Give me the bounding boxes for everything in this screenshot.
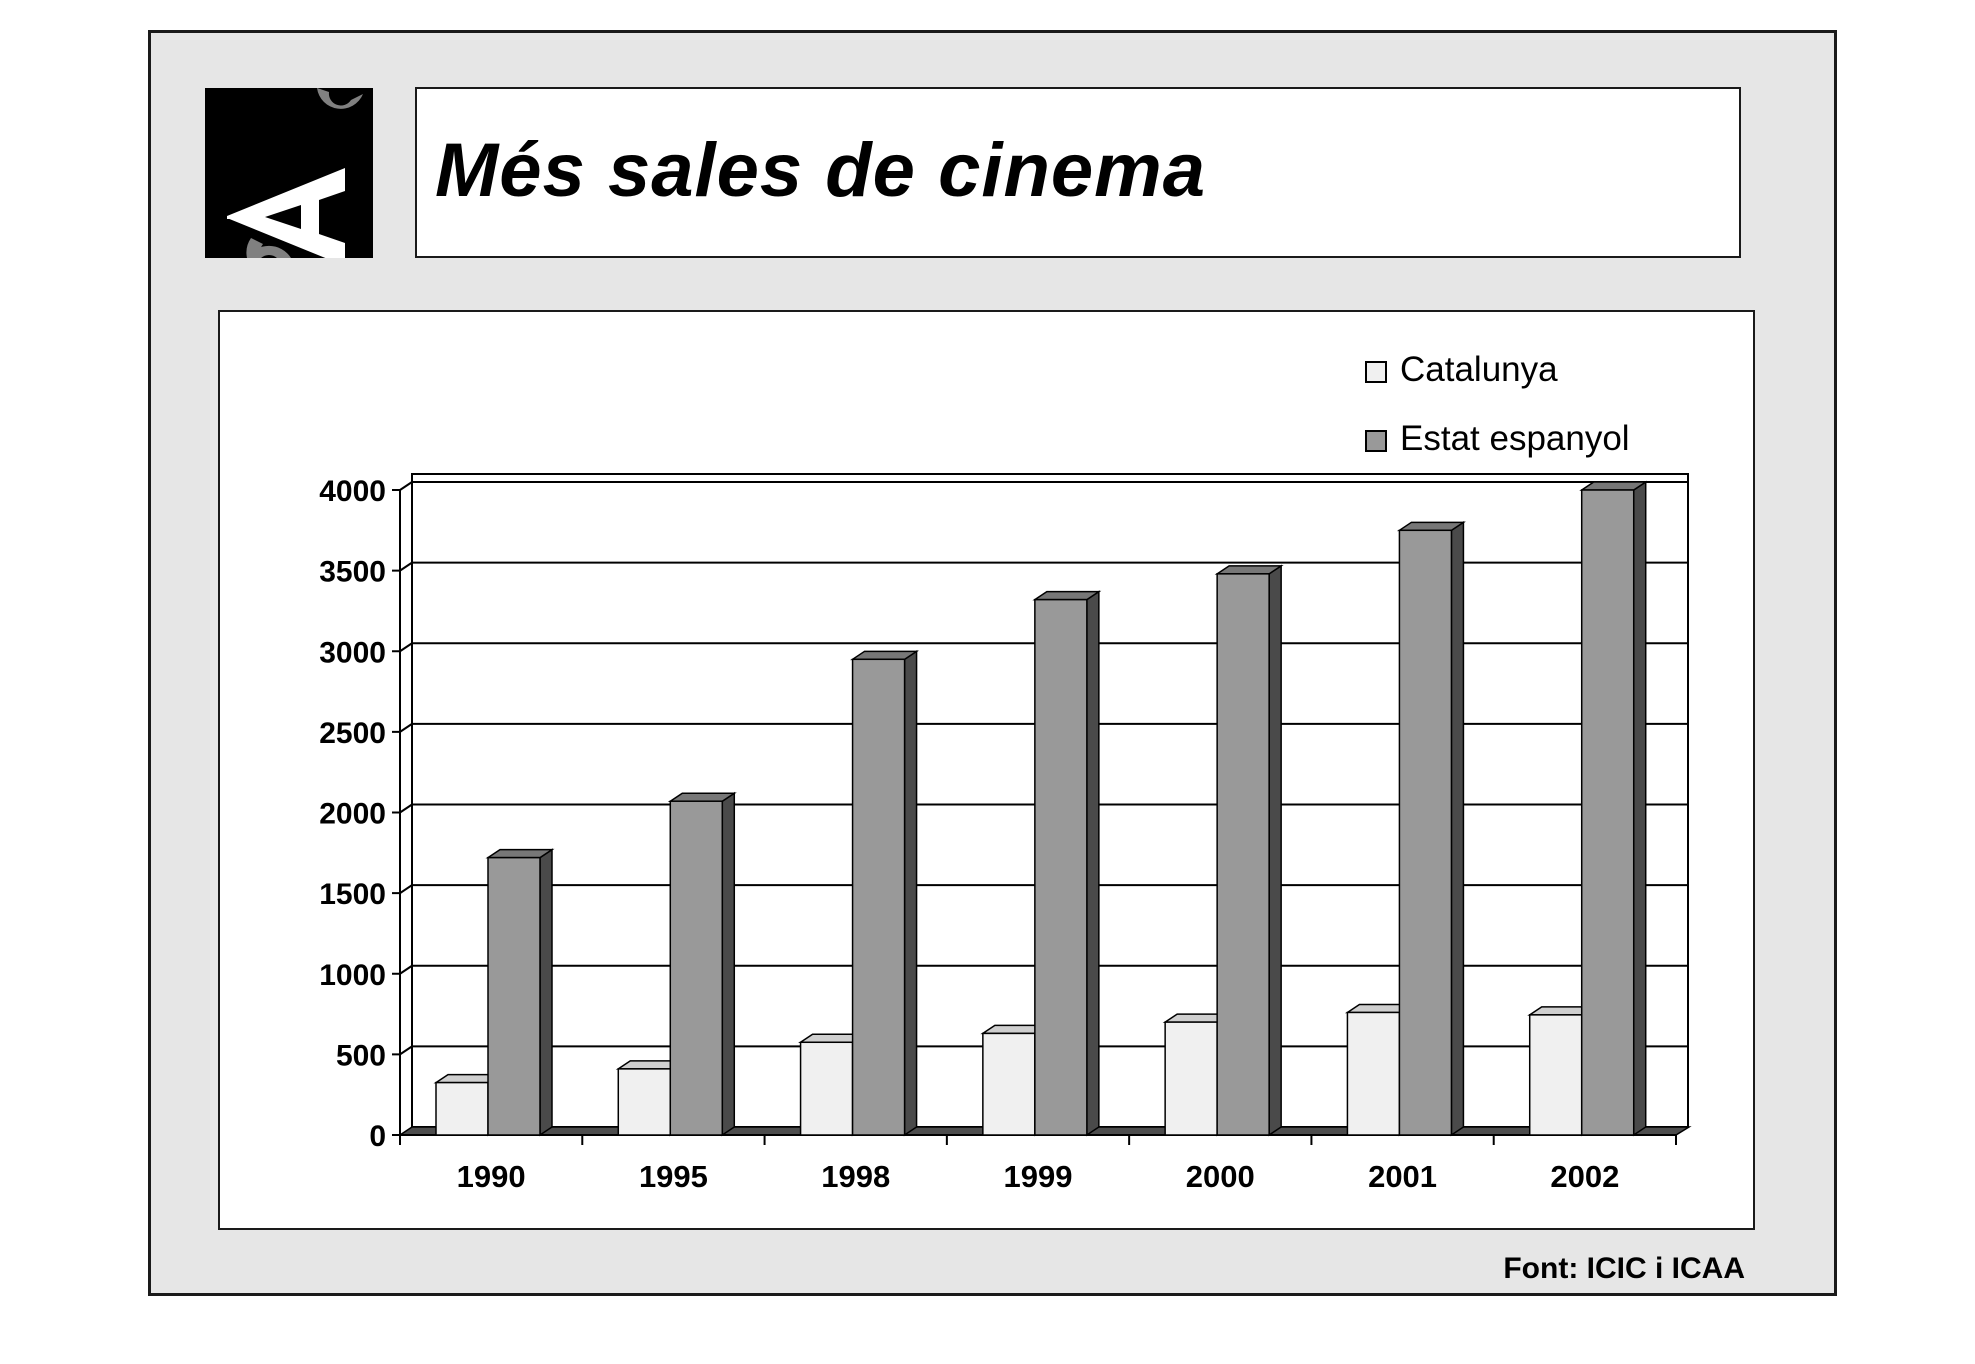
- gridline-side: [399, 481, 413, 491]
- legend-swatch: [1365, 430, 1387, 452]
- x-tick-label: 2001: [1368, 1159, 1437, 1194]
- bar-side: [721, 791, 736, 1137]
- bar-top: [1214, 565, 1284, 575]
- gridline-side: [399, 561, 413, 572]
- bar-top: [485, 848, 555, 859]
- bar-estat-espanyol: [1579, 480, 1649, 1137]
- bar-side: [1450, 520, 1465, 1137]
- bar-face: [435, 1081, 489, 1136]
- legend-swatch: [1365, 361, 1387, 383]
- y-tick-label: 2000: [319, 798, 386, 831]
- bar-estat-espanyol: [1396, 520, 1466, 1137]
- gridline-side: [399, 884, 413, 894]
- y-tick-label: 3500: [319, 556, 386, 589]
- legend-label: Estat espanyol: [1400, 419, 1630, 458]
- bar-face: [1398, 529, 1453, 1136]
- y-tick-label: 500: [336, 1039, 386, 1072]
- bar-face: [851, 658, 906, 1136]
- y-tick-label: 3000: [319, 636, 386, 669]
- bar-top: [667, 792, 737, 802]
- bar-face: [799, 1041, 854, 1136]
- chart-panel: 0 500 1000 1500 2000 2500 3000 3500 4000 1990 1995…: [218, 310, 1755, 1230]
- bar-estat-espanyol: [485, 848, 555, 1137]
- bar-estat-espanyol: [1214, 564, 1284, 1137]
- y-tick-label: 0: [369, 1120, 386, 1153]
- source-note: Font: ICIC i ICAA: [1503, 1252, 1745, 1285]
- bar-side: [903, 649, 918, 1137]
- x-tick-label: 2002: [1550, 1159, 1619, 1194]
- bar-side: [1086, 590, 1100, 1137]
- bar-face: [1034, 598, 1088, 1136]
- bar-estat-espanyol: [1032, 590, 1102, 1137]
- gridline-side: [399, 803, 413, 814]
- x-tick-label: 2000: [1186, 1159, 1255, 1194]
- bar-chart: 0 500 1000 1500 2000 2500 3000 3500 4000 1990 1995…: [319, 350, 1692, 1194]
- x-tick-label: 1998: [821, 1159, 890, 1194]
- y-tick-label: 1500: [319, 878, 386, 911]
- bar-top: [1396, 521, 1466, 532]
- bar-face: [982, 1032, 1036, 1136]
- gridline-side: [399, 642, 413, 653]
- bar-side: [539, 848, 553, 1137]
- x-tick-label: 1990: [457, 1159, 526, 1194]
- y-tick-label: 1000: [319, 959, 386, 992]
- legend-label: Catalunya: [1400, 350, 1558, 389]
- bar-side: [1632, 480, 1647, 1137]
- bar-face: [1346, 1011, 1401, 1136]
- bar-estat-espanyol: [667, 791, 737, 1137]
- bar-face: [1216, 573, 1270, 1136]
- bar-top: [850, 650, 920, 661]
- x-tick-label: 1995: [639, 1159, 708, 1194]
- bar-side: [1268, 564, 1282, 1137]
- bar-face: [617, 1068, 672, 1136]
- gridline-side: [399, 1045, 413, 1056]
- gridline-side: [399, 723, 413, 733]
- bar-face: [669, 800, 724, 1136]
- gridline-side: [399, 964, 413, 975]
- bar-top: [1579, 481, 1649, 491]
- title-box: Més sales de cinema: [415, 87, 1741, 258]
- bar-face: [1164, 1021, 1218, 1136]
- bar-face: [487, 856, 541, 1136]
- y-tick-label: 2500: [319, 717, 386, 750]
- bar-face: [1580, 489, 1635, 1136]
- x-tick-label: 1999: [1004, 1159, 1073, 1194]
- bar-top: [1032, 590, 1102, 601]
- bar-estat-espanyol: [850, 649, 920, 1137]
- bar-face: [1528, 1014, 1583, 1136]
- page-title: Més sales de cinema: [435, 128, 1206, 213]
- cac-logo: [205, 88, 373, 258]
- y-tick-label: 4000: [319, 475, 386, 508]
